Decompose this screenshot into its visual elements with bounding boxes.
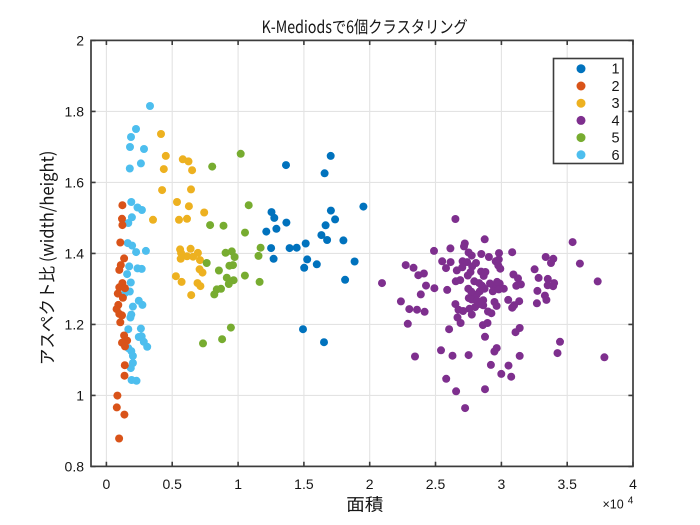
svg-text:1.4: 1.4 bbox=[65, 245, 85, 261]
svg-text:1.5: 1.5 bbox=[294, 476, 314, 492]
svg-text:2: 2 bbox=[76, 32, 84, 48]
svg-text:2: 2 bbox=[366, 476, 374, 492]
svg-text:1.6: 1.6 bbox=[65, 174, 85, 190]
svg-text:2: 2 bbox=[611, 79, 619, 95]
svg-text:2.5: 2.5 bbox=[426, 476, 446, 492]
svg-text:1.8: 1.8 bbox=[65, 103, 85, 119]
svg-text:1.2: 1.2 bbox=[65, 316, 85, 332]
svg-text:0: 0 bbox=[103, 476, 111, 492]
svg-text:4: 4 bbox=[611, 113, 619, 129]
svg-text:5: 5 bbox=[611, 131, 619, 147]
svg-text:3: 3 bbox=[498, 476, 506, 492]
svg-text:4: 4 bbox=[629, 476, 637, 492]
svg-text:4: 4 bbox=[628, 496, 634, 507]
svg-text:3: 3 bbox=[611, 96, 619, 112]
svg-text:1: 1 bbox=[76, 387, 84, 403]
svg-text:0.8: 0.8 bbox=[65, 458, 85, 474]
svg-text:1: 1 bbox=[234, 476, 242, 492]
svg-text:×10: ×10 bbox=[603, 498, 624, 512]
svg-text:3.5: 3.5 bbox=[557, 476, 577, 492]
svg-text:6: 6 bbox=[611, 148, 619, 164]
svg-text:1: 1 bbox=[611, 62, 619, 78]
svg-text:0.5: 0.5 bbox=[162, 476, 182, 492]
